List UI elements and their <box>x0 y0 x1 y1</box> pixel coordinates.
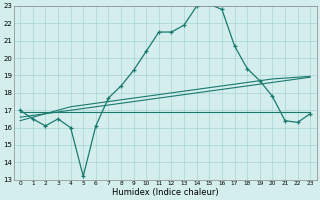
X-axis label: Humidex (Indice chaleur): Humidex (Indice chaleur) <box>112 188 219 197</box>
